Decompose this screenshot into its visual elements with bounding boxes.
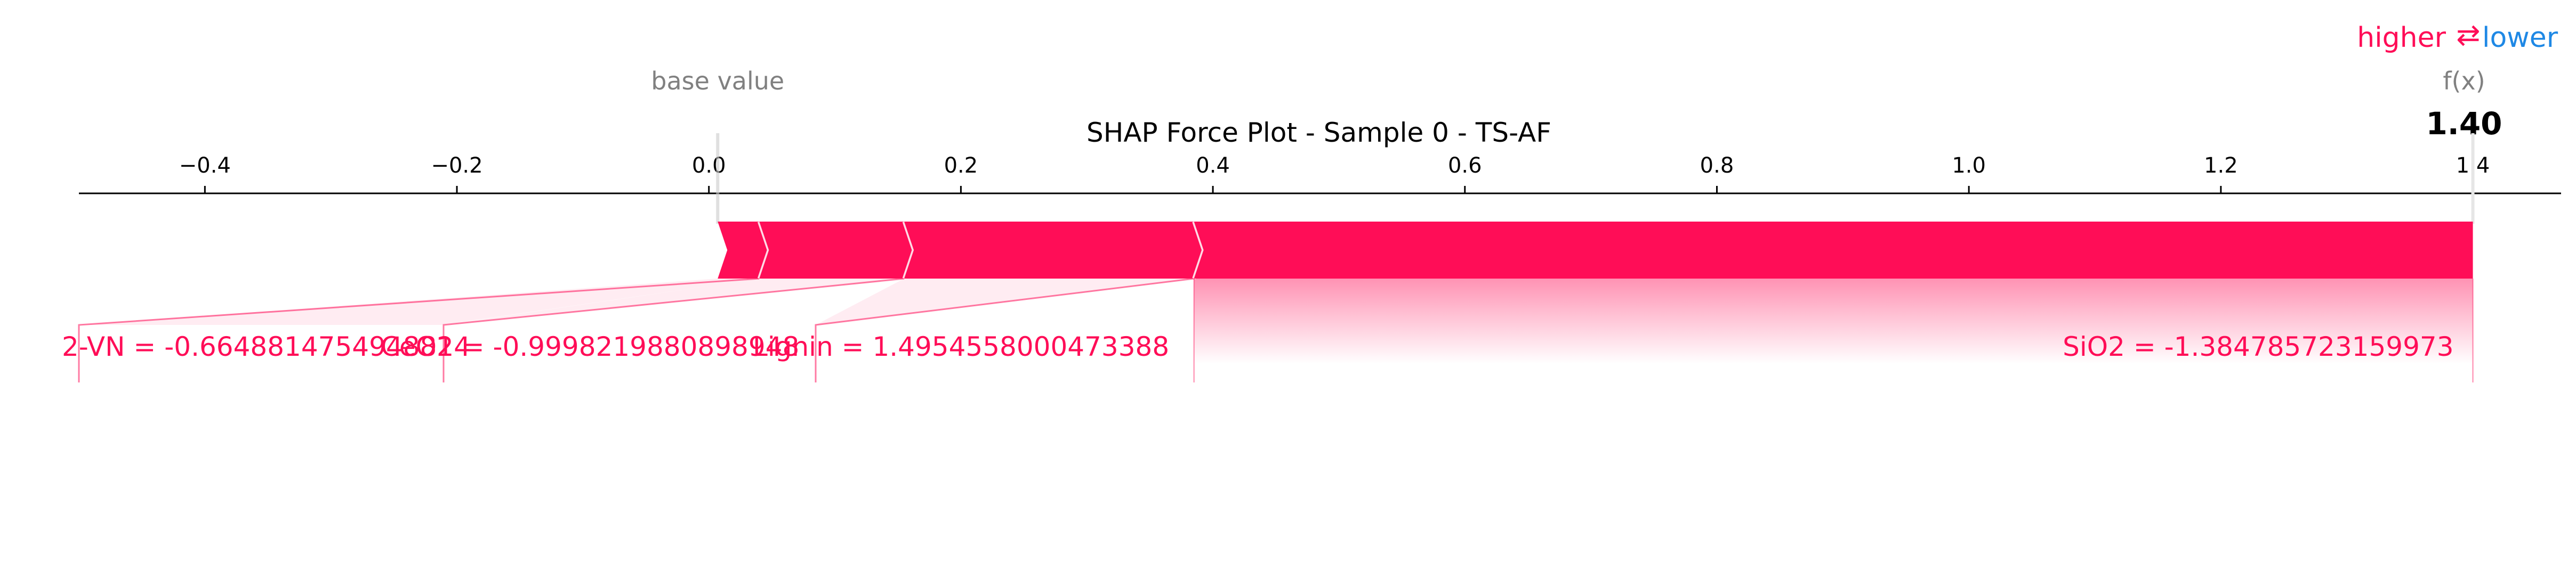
- feature-connector: [815, 278, 1194, 382]
- base-value-label: base value: [651, 67, 784, 95]
- x-tick-label: 0.2: [944, 153, 978, 178]
- x-axis: −0.4−0.20.00.20.40.60.81.01.21.4: [79, 133, 2561, 224]
- output-label: f(x): [2443, 67, 2485, 95]
- legend-lower-label: lower: [2482, 22, 2558, 54]
- x-tick-label: 0.6: [1448, 153, 1482, 178]
- x-tick-label: 1.0: [1952, 153, 1986, 178]
- legend-arrows-icon: ⇄: [2456, 18, 2480, 52]
- feature-bar: [904, 222, 1204, 279]
- feature-bars: [718, 221, 2473, 280]
- feature-bar: [759, 222, 914, 279]
- feature-label: 2-VN = -0.6648814754948814: [62, 331, 471, 362]
- x-tick-label: −0.2: [431, 153, 482, 178]
- x-tick-label: 0.8: [1700, 153, 1734, 178]
- x-tick-label: 1.2: [2204, 153, 2238, 178]
- feature-connector: [442, 278, 905, 382]
- feature-label: SiO2 = -1.384785723159973: [2063, 331, 2453, 362]
- output-value: 1.40: [2426, 105, 2502, 142]
- feature-connector: [78, 278, 760, 382]
- feature-label: Lignin = 1.4954558000473388: [753, 331, 1169, 362]
- legend-higher-label: higher: [2357, 22, 2446, 54]
- feature-bar: [718, 222, 769, 279]
- chart-title: SHAP Force Plot - Sample 0 - TS-AF: [1086, 117, 1551, 148]
- feature-fills: [78, 278, 2474, 382]
- feature-label: CeO2 = -0.9998219880898948: [381, 331, 799, 362]
- feature-bar: [1194, 222, 2473, 279]
- x-tick-label: 0.4: [1196, 153, 1230, 178]
- feature-fade: [1194, 279, 2473, 364]
- x-tick-label: −0.4: [179, 153, 231, 178]
- x-tick-label: 0.0: [692, 153, 726, 178]
